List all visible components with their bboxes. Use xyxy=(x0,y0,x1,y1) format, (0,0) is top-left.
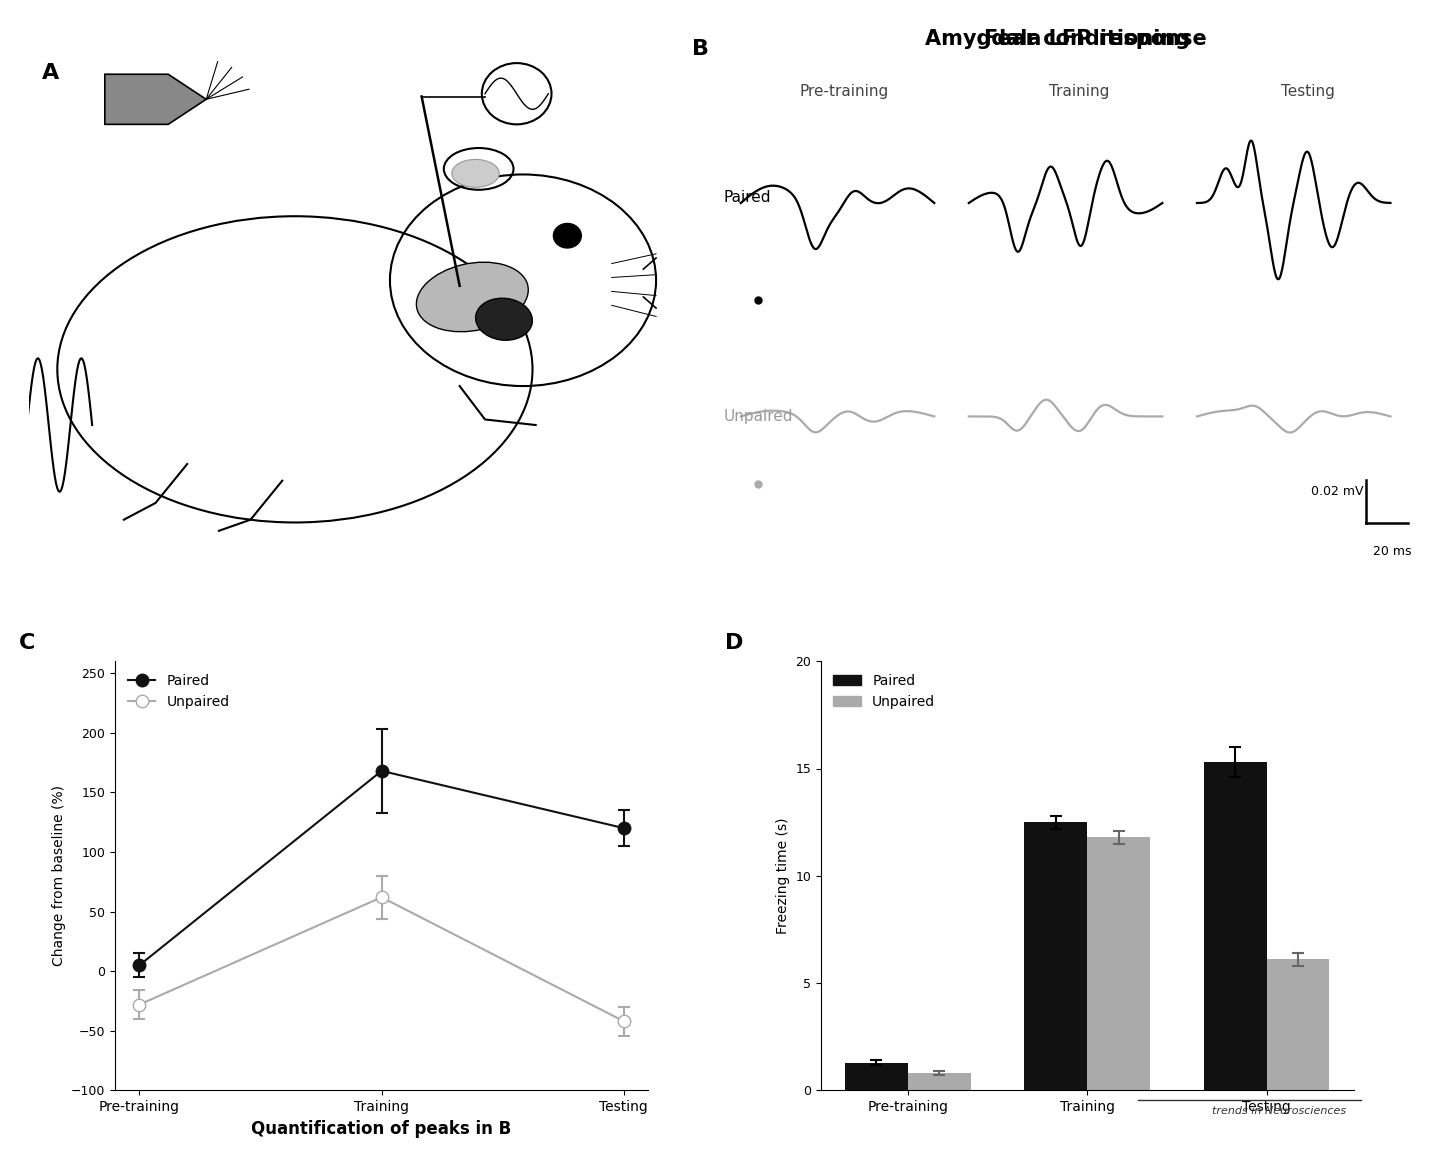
Bar xyxy=(1024,822,1087,1090)
Y-axis label: Change from baseline (%): Change from baseline (%) xyxy=(52,785,66,966)
Text: D: D xyxy=(724,632,743,653)
Text: Training: Training xyxy=(1050,85,1110,100)
Ellipse shape xyxy=(475,298,533,340)
Text: 0.02 mV: 0.02 mV xyxy=(1310,485,1364,498)
Ellipse shape xyxy=(452,159,500,187)
Y-axis label: Freezing time (s): Freezing time (s) xyxy=(776,818,789,934)
Polygon shape xyxy=(105,74,206,124)
Text: Pre-training: Pre-training xyxy=(799,85,888,100)
Text: Amygdala LFP response: Amygdala LFP response xyxy=(924,29,1207,49)
Legend: Paired, Unpaired: Paired, Unpaired xyxy=(122,668,235,715)
Bar xyxy=(1204,762,1267,1090)
Ellipse shape xyxy=(416,262,528,332)
Legend: Paired, Unpaired: Paired, Unpaired xyxy=(828,668,940,715)
Text: Fear conditioning: Fear conditioning xyxy=(984,29,1191,49)
Bar xyxy=(1267,959,1329,1090)
Text: B: B xyxy=(693,39,710,59)
Text: Unpaired: Unpaired xyxy=(723,409,793,423)
Text: Quantification of peaks in B: Quantification of peaks in B xyxy=(252,1121,511,1138)
Text: C: C xyxy=(19,632,36,653)
Circle shape xyxy=(553,224,582,248)
Bar xyxy=(907,1073,971,1090)
Text: Paired: Paired xyxy=(723,190,770,205)
Text: 20 ms: 20 ms xyxy=(1374,544,1411,558)
Text: Testing: Testing xyxy=(1280,85,1335,100)
Bar xyxy=(845,1063,907,1090)
Bar xyxy=(1087,838,1151,1090)
Text: trends in Neurosciences: trends in Neurosciences xyxy=(1212,1105,1346,1116)
Text: A: A xyxy=(42,63,59,84)
